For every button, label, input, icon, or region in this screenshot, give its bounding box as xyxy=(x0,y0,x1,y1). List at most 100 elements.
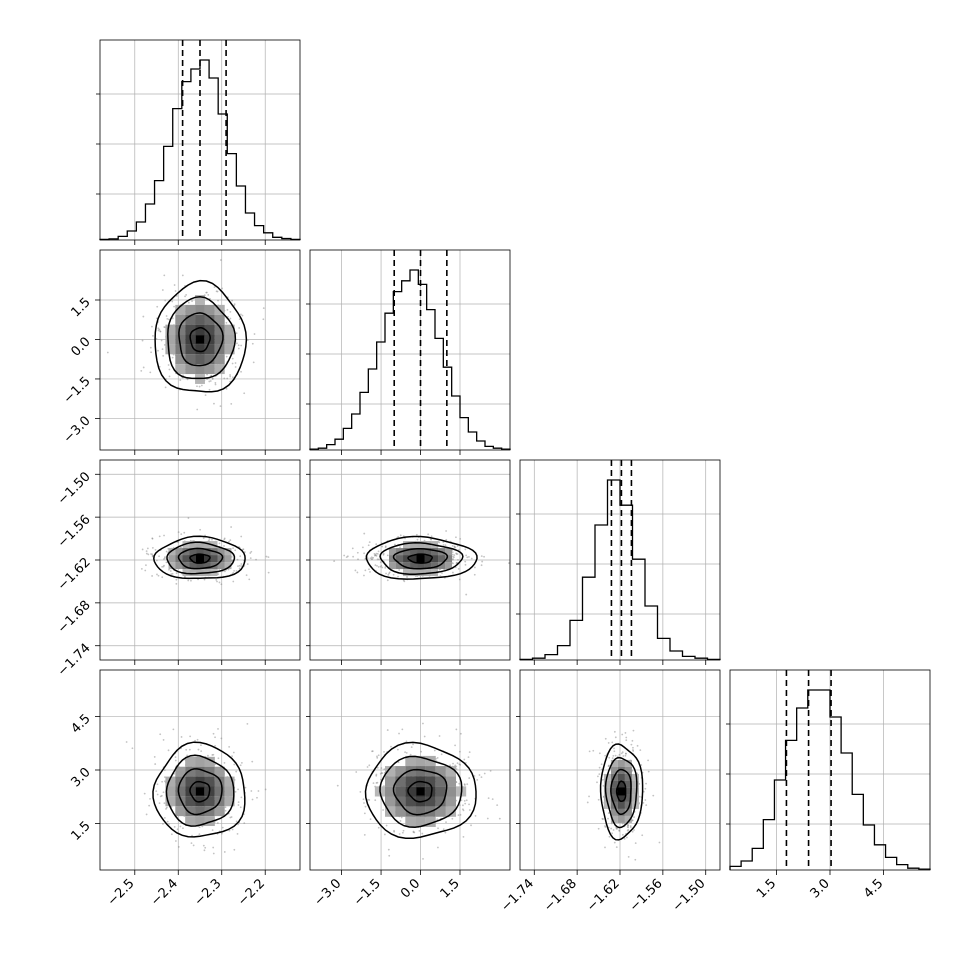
scatter-point xyxy=(246,722,249,725)
density-cell xyxy=(224,555,232,563)
density-cell xyxy=(185,324,196,335)
scatter-point xyxy=(412,830,415,833)
density-cell xyxy=(417,548,425,556)
scatter-point xyxy=(236,342,238,345)
density-peak xyxy=(196,787,204,796)
y-tick-label: −3.0 xyxy=(61,413,94,446)
scatter-point xyxy=(241,314,244,317)
scatter-point xyxy=(383,768,386,771)
scatter-point xyxy=(215,578,218,581)
scatter-point xyxy=(371,750,374,753)
scatter-point xyxy=(151,554,154,557)
density-cell xyxy=(410,555,418,563)
scatter-point xyxy=(244,786,247,789)
scatter-point xyxy=(352,555,355,558)
scatter-point xyxy=(596,781,598,784)
scatter-point xyxy=(422,722,424,725)
scatter-point xyxy=(166,317,169,320)
scatter-point xyxy=(372,556,375,559)
scatter-point xyxy=(640,764,643,766)
density-cell xyxy=(610,766,618,774)
scatter-point xyxy=(230,526,233,528)
scatter-point xyxy=(631,739,634,742)
scatter-point xyxy=(265,555,268,558)
scatter-point xyxy=(367,544,370,547)
scatter-point xyxy=(210,374,213,377)
scatter-point xyxy=(225,355,228,358)
scatter-point xyxy=(624,754,627,757)
scatter-point xyxy=(396,748,399,751)
scatter-point xyxy=(375,774,378,777)
density-cell xyxy=(610,787,618,795)
scatter-point xyxy=(213,402,215,405)
scatter-point xyxy=(644,799,647,801)
scatter-point xyxy=(180,533,183,536)
density-cell xyxy=(435,806,446,817)
density-cell xyxy=(214,806,225,817)
scatter-point xyxy=(164,776,166,779)
scatter-point xyxy=(219,405,222,408)
scatter-point xyxy=(198,826,201,829)
density-cell xyxy=(385,766,396,777)
density-cell xyxy=(165,334,176,345)
density-cell xyxy=(196,562,204,570)
scatter-point xyxy=(376,755,378,758)
scatter-point xyxy=(211,377,214,380)
scatter-point xyxy=(473,775,476,777)
density-cell xyxy=(224,786,235,797)
scatter-point xyxy=(588,750,591,753)
density-cell xyxy=(385,786,396,797)
scatter-point xyxy=(377,550,380,553)
contour-line xyxy=(189,780,211,803)
scatter-point xyxy=(217,573,220,576)
scatter-point xyxy=(238,564,241,567)
density-cell xyxy=(396,555,404,563)
scatter-point xyxy=(455,728,458,731)
scatter-point xyxy=(621,751,624,754)
scatter-point xyxy=(251,798,254,801)
scatter-point xyxy=(375,543,378,546)
scatter-point xyxy=(234,362,237,364)
scatter-point xyxy=(467,756,470,759)
scatter-point xyxy=(220,259,222,261)
density-cell xyxy=(405,796,416,807)
scatter-point xyxy=(378,558,380,561)
scatter-point xyxy=(397,575,399,578)
density-cell xyxy=(203,555,211,563)
scatter-point xyxy=(229,375,232,378)
scatter-point xyxy=(223,538,226,541)
density-cell xyxy=(624,808,632,816)
panel-frame xyxy=(99,39,301,241)
scatter-point xyxy=(229,317,232,320)
density-cell xyxy=(417,541,425,549)
histogram-step xyxy=(519,479,721,661)
y-tick-label: 4.5 xyxy=(68,711,93,736)
scatter-point xyxy=(237,804,240,806)
scatter-point xyxy=(174,840,177,842)
scatter-point xyxy=(217,728,219,730)
x-tick-label: −2.5 xyxy=(105,876,138,909)
scatter-point xyxy=(380,767,383,769)
panel-frame xyxy=(99,249,301,451)
density-cell xyxy=(603,780,611,788)
scatter-point xyxy=(208,388,211,391)
scatter-point xyxy=(400,816,403,819)
scatter-point xyxy=(375,552,378,555)
density-cell xyxy=(631,773,639,781)
density-cell xyxy=(385,796,396,807)
scatter-point xyxy=(237,347,240,350)
scatter-point xyxy=(647,759,649,762)
scatter-point xyxy=(392,573,395,576)
scatter-point xyxy=(161,780,164,783)
x-tick-label: 3.0 xyxy=(808,876,833,901)
scatter-point xyxy=(602,818,604,820)
density-cell xyxy=(189,548,197,556)
density-cell xyxy=(610,808,618,816)
scatter-point xyxy=(613,730,616,733)
scatter-point xyxy=(205,291,208,294)
scatter-point xyxy=(197,748,200,751)
density-cell xyxy=(168,555,176,563)
scatter-point xyxy=(239,764,242,767)
scatter-point xyxy=(384,566,387,569)
scatter-point xyxy=(231,362,234,365)
